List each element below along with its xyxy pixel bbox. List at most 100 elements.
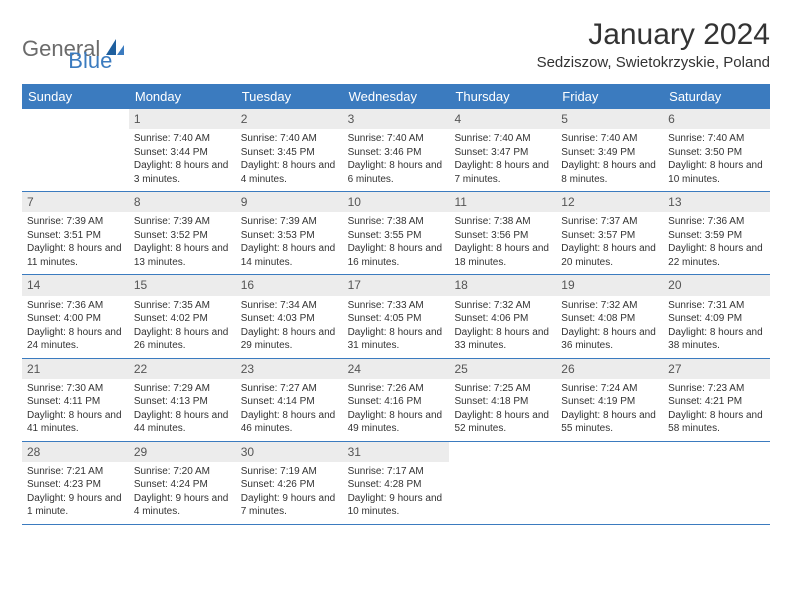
sunset-text: Sunset: 4:28 PM [348, 478, 445, 492]
daylight-text: Daylight: 8 hours and 22 minutes. [668, 242, 765, 269]
day-cell: 9Sunrise: 7:39 AMSunset: 3:53 PMDaylight… [236, 192, 343, 274]
daylight-text: Daylight: 8 hours and 49 minutes. [348, 409, 445, 436]
week-row: 21Sunrise: 7:30 AMSunset: 4:11 PMDayligh… [22, 359, 770, 442]
day-number: 26 [556, 359, 663, 379]
sunrise-text: Sunrise: 7:31 AM [668, 299, 765, 313]
daylight-text: Daylight: 9 hours and 10 minutes. [348, 492, 445, 519]
day-number: 27 [663, 359, 770, 379]
day-cell: 16Sunrise: 7:34 AMSunset: 4:03 PMDayligh… [236, 275, 343, 357]
day-cell: 18Sunrise: 7:32 AMSunset: 4:06 PMDayligh… [449, 275, 556, 357]
day-cell: 5Sunrise: 7:40 AMSunset: 3:49 PMDaylight… [556, 109, 663, 191]
day-number: 9 [236, 192, 343, 212]
day-number: 28 [22, 442, 129, 462]
daylight-text: Daylight: 8 hours and 52 minutes. [454, 409, 551, 436]
daylight-text: Daylight: 8 hours and 33 minutes. [454, 326, 551, 353]
weekday-header: Wednesday [343, 84, 450, 109]
day-number: 15 [129, 275, 236, 295]
day-body: Sunrise: 7:39 AMSunset: 3:53 PMDaylight:… [236, 212, 343, 274]
daylight-text: Daylight: 8 hours and 14 minutes. [241, 242, 338, 269]
day-number: 30 [236, 442, 343, 462]
sunrise-text: Sunrise: 7:40 AM [241, 132, 338, 146]
sunset-text: Sunset: 4:08 PM [561, 312, 658, 326]
day-cell: 30Sunrise: 7:19 AMSunset: 4:26 PMDayligh… [236, 442, 343, 524]
day-cell: 10Sunrise: 7:38 AMSunset: 3:55 PMDayligh… [343, 192, 450, 274]
daylight-text: Daylight: 8 hours and 31 minutes. [348, 326, 445, 353]
day-body: Sunrise: 7:38 AMSunset: 3:55 PMDaylight:… [343, 212, 450, 274]
sunset-text: Sunset: 4:23 PM [27, 478, 124, 492]
day-number: 25 [449, 359, 556, 379]
week-row: .1Sunrise: 7:40 AMSunset: 3:44 PMDayligh… [22, 109, 770, 192]
daylight-text: Daylight: 8 hours and 6 minutes. [348, 159, 445, 186]
day-cell: 1Sunrise: 7:40 AMSunset: 3:44 PMDaylight… [129, 109, 236, 191]
daylight-text: Daylight: 8 hours and 3 minutes. [134, 159, 231, 186]
sunset-text: Sunset: 3:47 PM [454, 146, 551, 160]
day-body: Sunrise: 7:26 AMSunset: 4:16 PMDaylight:… [343, 379, 450, 441]
day-number: 12 [556, 192, 663, 212]
sunset-text: Sunset: 4:18 PM [454, 395, 551, 409]
sunset-text: Sunset: 4:05 PM [348, 312, 445, 326]
sunrise-text: Sunrise: 7:39 AM [241, 215, 338, 229]
day-number: 31 [343, 442, 450, 462]
sunrise-text: Sunrise: 7:25 AM [454, 382, 551, 396]
sunset-text: Sunset: 3:59 PM [668, 229, 765, 243]
day-number: 23 [236, 359, 343, 379]
sunrise-text: Sunrise: 7:34 AM [241, 299, 338, 313]
daylight-text: Daylight: 9 hours and 1 minute. [27, 492, 124, 519]
day-cell: 15Sunrise: 7:35 AMSunset: 4:02 PMDayligh… [129, 275, 236, 357]
day-body: Sunrise: 7:35 AMSunset: 4:02 PMDaylight:… [129, 296, 236, 358]
daylight-text: Daylight: 8 hours and 7 minutes. [454, 159, 551, 186]
day-number: 5 [556, 109, 663, 129]
day-number: 4 [449, 109, 556, 129]
sunrise-text: Sunrise: 7:39 AM [134, 215, 231, 229]
week-row: 14Sunrise: 7:36 AMSunset: 4:00 PMDayligh… [22, 275, 770, 358]
daylight-text: Daylight: 8 hours and 10 minutes. [668, 159, 765, 186]
sunrise-text: Sunrise: 7:20 AM [134, 465, 231, 479]
sunset-text: Sunset: 3:44 PM [134, 146, 231, 160]
sunset-text: Sunset: 3:45 PM [241, 146, 338, 160]
sunrise-text: Sunrise: 7:24 AM [561, 382, 658, 396]
day-body: Sunrise: 7:40 AMSunset: 3:46 PMDaylight:… [343, 129, 450, 191]
sunrise-text: Sunrise: 7:40 AM [668, 132, 765, 146]
sunset-text: Sunset: 4:26 PM [241, 478, 338, 492]
day-cell: 21Sunrise: 7:30 AMSunset: 4:11 PMDayligh… [22, 359, 129, 441]
month-title: January 2024 [537, 18, 770, 52]
sunrise-text: Sunrise: 7:29 AM [134, 382, 231, 396]
day-number: 29 [129, 442, 236, 462]
sunrise-text: Sunrise: 7:32 AM [561, 299, 658, 313]
daylight-text: Daylight: 9 hours and 7 minutes. [241, 492, 338, 519]
daylight-text: Daylight: 8 hours and 13 minutes. [134, 242, 231, 269]
location-text: Sedziszow, Swietokrzyskie, Poland [537, 54, 770, 71]
day-body: Sunrise: 7:19 AMSunset: 4:26 PMDaylight:… [236, 462, 343, 524]
week-row: 7Sunrise: 7:39 AMSunset: 3:51 PMDaylight… [22, 192, 770, 275]
day-cell: 26Sunrise: 7:24 AMSunset: 4:19 PMDayligh… [556, 359, 663, 441]
day-number: 19 [556, 275, 663, 295]
sunrise-text: Sunrise: 7:40 AM [561, 132, 658, 146]
day-body: Sunrise: 7:36 AMSunset: 4:00 PMDaylight:… [22, 296, 129, 358]
day-cell: 13Sunrise: 7:36 AMSunset: 3:59 PMDayligh… [663, 192, 770, 274]
sunrise-text: Sunrise: 7:30 AM [27, 382, 124, 396]
day-cell: 8Sunrise: 7:39 AMSunset: 3:52 PMDaylight… [129, 192, 236, 274]
calendar: SundayMondayTuesdayWednesdayThursdayFrid… [22, 84, 770, 525]
daylight-text: Daylight: 8 hours and 16 minutes. [348, 242, 445, 269]
sunrise-text: Sunrise: 7:21 AM [27, 465, 124, 479]
day-cell: 22Sunrise: 7:29 AMSunset: 4:13 PMDayligh… [129, 359, 236, 441]
sunset-text: Sunset: 4:16 PM [348, 395, 445, 409]
sunset-text: Sunset: 4:13 PM [134, 395, 231, 409]
weekday-header: Saturday [663, 84, 770, 109]
sunset-text: Sunset: 3:55 PM [348, 229, 445, 243]
day-number: 24 [343, 359, 450, 379]
day-body: Sunrise: 7:36 AMSunset: 3:59 PMDaylight:… [663, 212, 770, 274]
day-body: Sunrise: 7:21 AMSunset: 4:23 PMDaylight:… [22, 462, 129, 524]
sunrise-text: Sunrise: 7:33 AM [348, 299, 445, 313]
day-number: 17 [343, 275, 450, 295]
weekday-header: Thursday [449, 84, 556, 109]
sunset-text: Sunset: 3:56 PM [454, 229, 551, 243]
sunrise-text: Sunrise: 7:23 AM [668, 382, 765, 396]
day-body: Sunrise: 7:20 AMSunset: 4:24 PMDaylight:… [129, 462, 236, 524]
sunset-text: Sunset: 3:51 PM [27, 229, 124, 243]
day-body: Sunrise: 7:24 AMSunset: 4:19 PMDaylight:… [556, 379, 663, 441]
day-cell: 24Sunrise: 7:26 AMSunset: 4:16 PMDayligh… [343, 359, 450, 441]
day-number: 1 [129, 109, 236, 129]
day-cell: . [556, 442, 663, 524]
day-number: 3 [343, 109, 450, 129]
